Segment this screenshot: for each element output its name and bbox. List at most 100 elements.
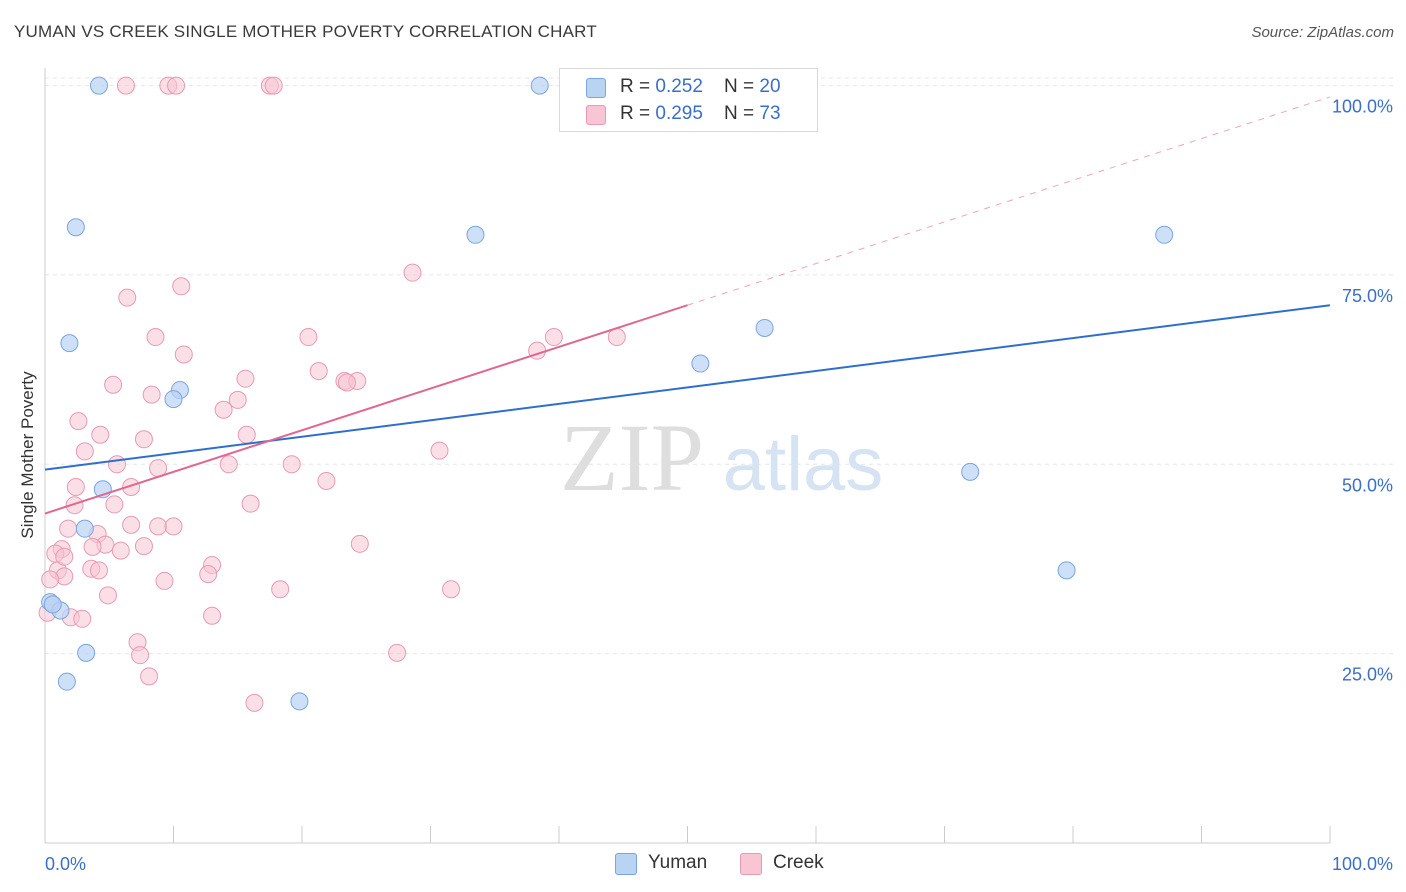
creek-point [65, 496, 84, 515]
chart-title: YUMAN VS CREEK SINGLE MOTHER POVERTY COR… [14, 22, 597, 41]
creek-point [98, 586, 117, 605]
creek-point [55, 547, 74, 566]
yuman-point [1057, 561, 1076, 580]
y-tick-label: 25.0% [1342, 665, 1393, 685]
legend-creek-r-label: R = [620, 103, 656, 124]
creek-point [83, 537, 102, 556]
creek-point [237, 425, 256, 444]
creek-point [118, 288, 137, 307]
source-label: Source: ZipAtlas.com [1251, 24, 1394, 41]
creek-point [155, 571, 174, 590]
yuman-point [290, 692, 309, 711]
creek-point [264, 76, 283, 95]
creek-point [164, 517, 183, 536]
creek-point [317, 471, 336, 490]
creek-point [337, 373, 356, 392]
creek-point [122, 478, 141, 497]
bottom-legend-label-creek: Creek [773, 852, 824, 873]
creek-point [350, 534, 369, 553]
legend-yuman-r-value: 0.252 [655, 76, 703, 97]
yuman-point [60, 334, 79, 353]
correlation-legend: R = 0.252 N = 20 R = 0.295 N = 73 [559, 68, 818, 132]
creek-point [172, 277, 191, 296]
creek-point [245, 693, 264, 712]
yuman-point [1155, 225, 1174, 244]
creek-point [214, 400, 233, 419]
y-tick-label: 75.0% [1342, 286, 1393, 306]
bottom-legend-swatch-yuman [615, 853, 637, 875]
creek-point [388, 643, 407, 662]
x-tick-label-end: 100.0% [1332, 854, 1393, 874]
yuman-point [57, 672, 76, 691]
grid-layer [45, 77, 1393, 655]
legend-swatch-creek [586, 105, 606, 125]
creek-trend-line [44, 304, 688, 515]
creek-point [282, 455, 301, 474]
creek-point [69, 412, 88, 431]
yuman-point [75, 519, 94, 538]
yuman-point [961, 462, 980, 481]
creek-point [122, 515, 141, 534]
creek-point [107, 455, 126, 474]
creek-point [271, 580, 290, 599]
creek-point [142, 385, 161, 404]
creek-point [236, 369, 255, 388]
watermark-zip: ZIP [560, 404, 704, 511]
legend-yuman-n-value: 20 [759, 76, 781, 97]
creek-point [41, 570, 60, 589]
creek-point [430, 441, 449, 460]
bottom-legend-label-yuman: Yuman [648, 852, 708, 873]
yuman-point [530, 76, 549, 95]
axis-layer: 25.0% 50.0% 75.0% 100.0% 0.0% 100.0% [44, 68, 1393, 874]
creek-point [105, 495, 124, 514]
creek-point [167, 76, 186, 95]
yuman-point [755, 318, 774, 337]
creek-point [203, 606, 222, 625]
y-tick-label: 100.0% [1332, 97, 1393, 117]
creek-point [91, 425, 110, 444]
creek-point [219, 455, 238, 474]
yuman-point [691, 354, 710, 373]
creek-point [75, 442, 94, 461]
yuman-point [77, 643, 96, 662]
bottom-legend-swatch-creek [740, 853, 762, 875]
legend-yuman-r-label: R = [620, 76, 656, 97]
yuman-point [89, 76, 108, 95]
creek-point [134, 430, 153, 449]
creek-point [104, 375, 123, 394]
creek-point [149, 517, 168, 536]
yuman-point [466, 225, 485, 244]
creek-point [134, 537, 153, 556]
creek-point [131, 646, 150, 665]
creek-point [146, 328, 165, 347]
creek-point [140, 667, 159, 686]
legend-creek-r-value: 0.295 [655, 103, 703, 124]
creek-point [442, 580, 461, 599]
yuman-point [66, 218, 85, 237]
watermark: ZIP atlas [560, 404, 883, 511]
yuman-trend-line [44, 304, 1331, 471]
creek-point [299, 328, 318, 347]
trend-layer [44, 96, 1331, 515]
legend-swatch-yuman [586, 78, 606, 98]
creek-point [89, 561, 108, 580]
creek-point [544, 328, 563, 347]
legend-creek-n-value: 73 [759, 103, 781, 124]
yuman-point [164, 390, 183, 409]
creek-point [111, 541, 130, 560]
creek-point [228, 390, 247, 409]
y-tick-label: 50.0% [1342, 475, 1393, 495]
creek-point [66, 478, 85, 497]
legend-yuman-n-label: N = [724, 76, 760, 97]
creek-point [309, 362, 328, 381]
creek-point [73, 609, 92, 628]
yuman-point [43, 595, 62, 614]
creek-point [116, 76, 135, 95]
creek-point [241, 494, 260, 513]
watermark-atlas: atlas [723, 422, 884, 507]
creek-point [403, 263, 422, 282]
creek-trend-extension [687, 96, 1331, 306]
x-tick-label-start: 0.0% [45, 854, 86, 874]
creek-point [174, 345, 193, 364]
